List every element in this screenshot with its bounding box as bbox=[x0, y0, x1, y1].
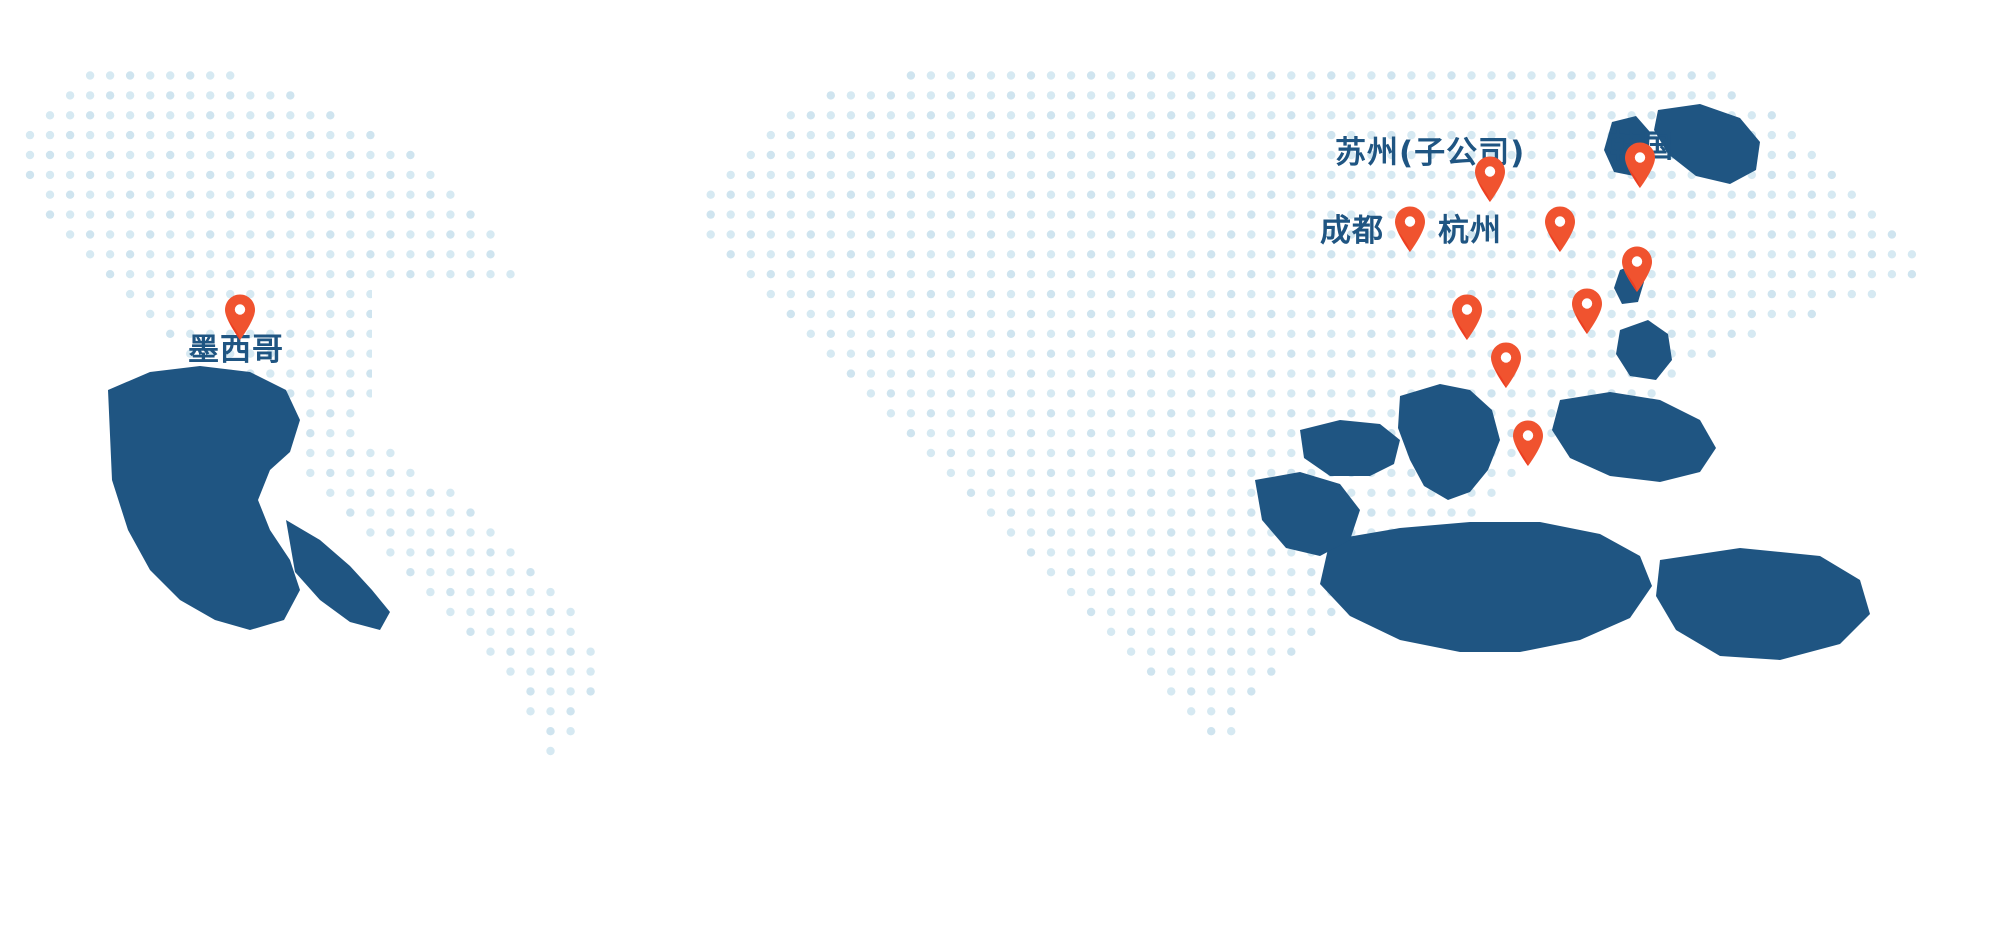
map-pin-icon[interactable] bbox=[1450, 294, 1484, 340]
region-central-america bbox=[286, 520, 390, 630]
map-pin-icon[interactable] bbox=[1511, 420, 1545, 466]
region-mexico bbox=[108, 366, 300, 630]
map-pin-icon[interactable] bbox=[1489, 342, 1523, 388]
map-pin-icon[interactable] bbox=[1623, 142, 1657, 188]
map-label-hangzhou: 杭州 bbox=[1438, 213, 1502, 249]
map-label-mexico: 墨西哥 bbox=[188, 332, 284, 368]
region-philippines bbox=[1616, 320, 1672, 380]
map-label-chengdu: 成都 bbox=[1320, 213, 1384, 249]
map-pin-icon[interactable] bbox=[1570, 288, 1604, 334]
map-pin-icon[interactable] bbox=[1473, 156, 1507, 202]
region-indochina bbox=[1398, 384, 1500, 500]
region-australia bbox=[1656, 548, 1870, 660]
region-borneo bbox=[1552, 392, 1716, 482]
region-sumatra bbox=[1255, 472, 1360, 556]
region-japan bbox=[1654, 104, 1760, 184]
map-pin-icon[interactable] bbox=[1393, 206, 1427, 252]
region-java bbox=[1320, 522, 1652, 652]
map-pin-icon[interactable] bbox=[223, 294, 257, 340]
blank-overlay-rect bbox=[372, 287, 738, 427]
map-pin-icon[interactable] bbox=[1620, 246, 1654, 292]
map-pin-icon[interactable] bbox=[1543, 206, 1577, 252]
region-indonesia bbox=[1300, 420, 1400, 476]
map-highlight-regions bbox=[108, 104, 1870, 660]
